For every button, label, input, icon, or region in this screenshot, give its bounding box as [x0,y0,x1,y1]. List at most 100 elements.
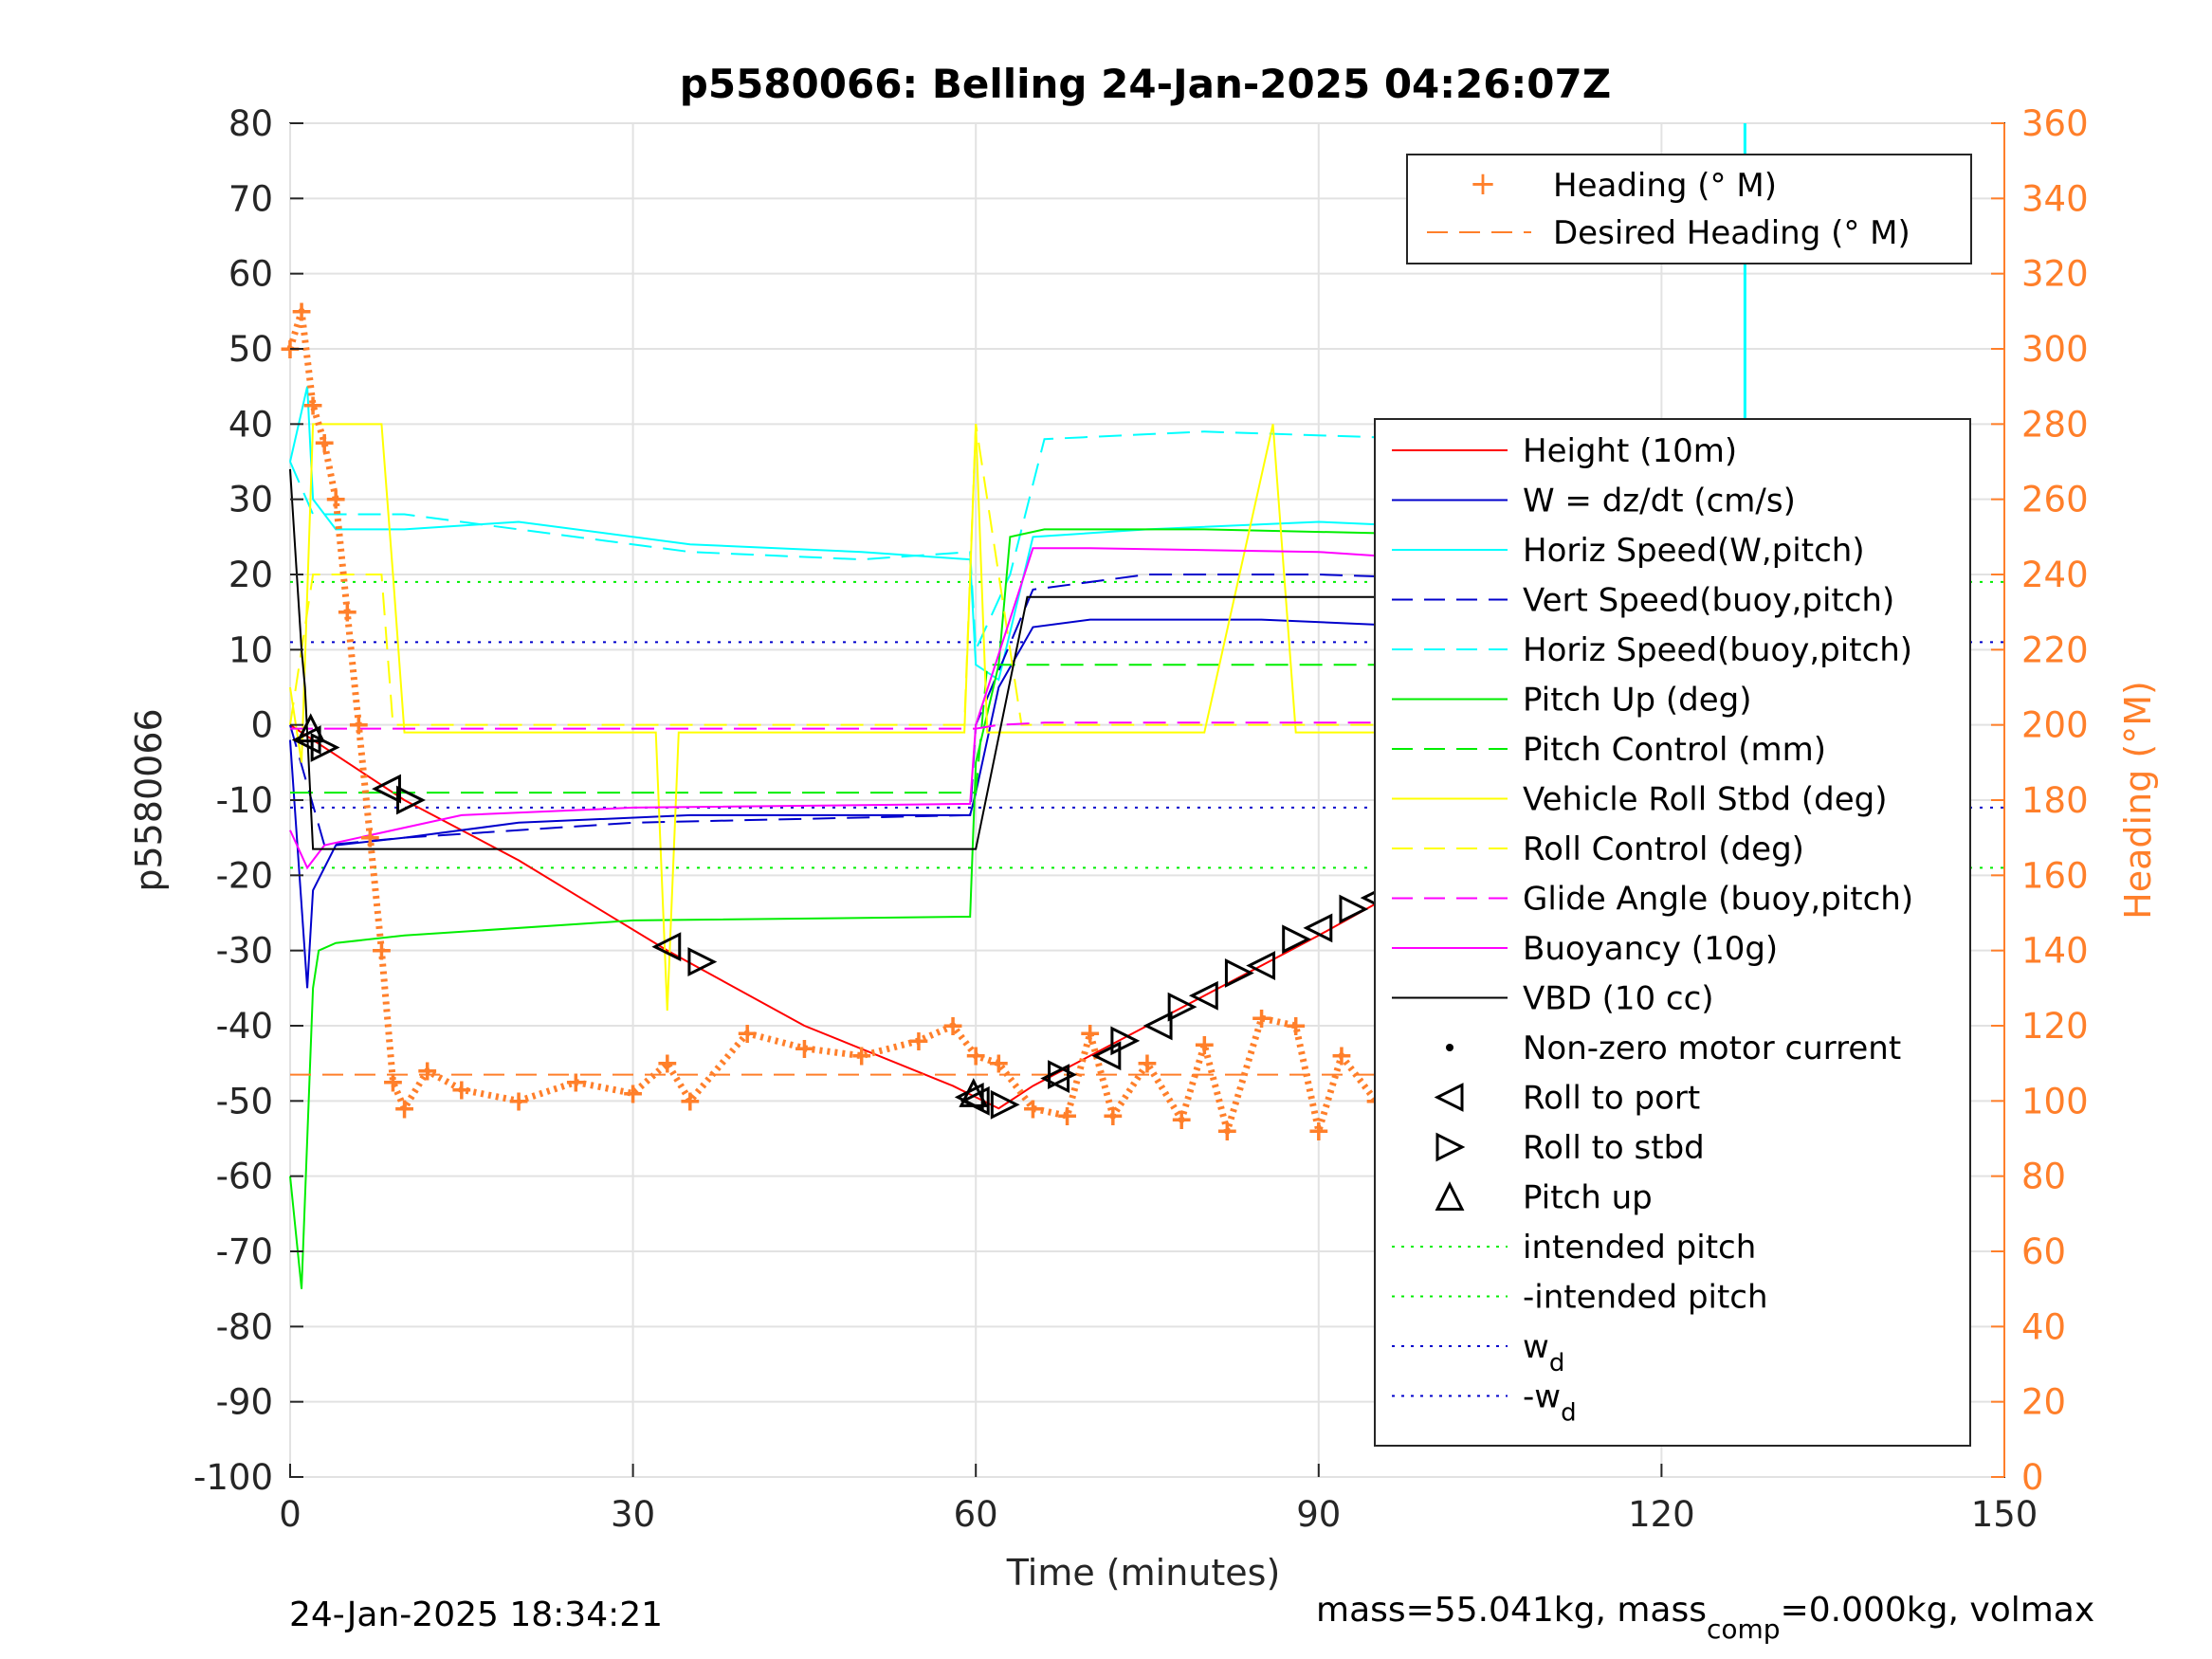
legend-label: Pitch Control (mm) [1523,731,1826,769]
roll-to-port-marker [1188,980,1218,1011]
heading-point: + [793,1032,816,1066]
y-tick-label: 10 [229,629,273,670]
heading-point: + [1307,1115,1330,1148]
y-tick-label: -50 [216,1081,273,1121]
roll-to-stbd-marker [1110,1026,1141,1056]
legend-label: Roll to port [1523,1080,1700,1118]
y-tick-label: 80 [229,103,273,144]
heading-point: + [906,1025,930,1058]
footer-mass-sub: comp [1707,1613,1781,1645]
x-tick-label: 60 [954,1494,998,1535]
y-axis-left: 80 70 60 50 40 30 20 10 0 -10 -20 -30 -40 -50 -60 -70 -8… [193,103,303,1498]
y-tick-label: -40 [216,1006,273,1047]
y-tick-label: -30 [216,931,273,972]
roll-to-port-marker [1143,1011,1173,1041]
pitch-up-marker [959,1078,989,1107]
y-right-tick-label: 80 [2021,1157,2066,1197]
legend-label: Horiz Speed(buoy,pitch) [1523,631,1912,669]
roll-to-stbd-marker [1339,894,1369,924]
y-tick-label: 50 [229,329,273,370]
legend-label: -intended pitch [1523,1279,1768,1317]
heading-point: + [564,1066,588,1100]
heading-point: + [302,390,325,423]
roll-to-port-marker [1091,1041,1122,1071]
y-right-tick-label: 0 [2021,1457,2044,1498]
y-axis-label: p5580066 [128,708,170,891]
legend-label: Non-zero motor current [1523,1030,1901,1067]
roll-to-stbd-marker [990,1089,1020,1120]
y-right-tick-label: 60 [2021,1231,2066,1272]
y-tick-label: -90 [216,1382,273,1423]
x-tick-label: 30 [611,1494,655,1535]
roll-to-stbd-marker [1048,1060,1077,1089]
x-tick-label: 90 [1296,1494,1341,1535]
x-tick-label: 120 [1628,1494,1695,1535]
legend-label: Height (10m) [1523,432,1737,470]
heading-point: + [336,596,359,629]
heading-point: + [655,1048,679,1081]
y-right-tick-label: 340 [2021,178,2089,219]
heading-point: + [324,483,348,517]
series-line [290,664,1719,794]
y-axis-right-label: Heading (°M) [2117,681,2159,920]
heading-point: + [370,935,393,968]
heading-point: + [964,1040,988,1073]
legend-swatch [1435,1181,1465,1211]
heading-point: + [736,1017,759,1050]
legend-heading-box [1406,154,1972,264]
x-axis-label: Time (minutes) [1006,1552,1281,1594]
y-right-tick-label: 120 [2021,1006,2089,1047]
heading-point: + [1193,1029,1216,1062]
legend-label: Roll Control (deg) [1523,830,1804,868]
y-tick-label: 40 [229,404,273,445]
heading-point: + [449,1073,473,1106]
y-right-tick-label: 160 [2021,855,2089,896]
roll-to-stbd-marker [1282,924,1312,955]
y-right-tick-label: 220 [2021,629,2089,670]
heading-point: + [1170,1103,1194,1137]
legend-label: Horiz Speed(W,pitch) [1523,532,1865,570]
y-tick-label: 30 [229,480,273,520]
legend-label: Pitch Up (deg) [1523,682,1751,720]
y-right-tick-label: 180 [2021,780,2089,821]
chart-title: p5580066: Belling 24-Jan-2025 04:26:07Z [680,61,1611,107]
y-tick-label: -60 [216,1157,273,1197]
y-right-tick-label: 280 [2021,404,2089,445]
reference-lines [290,580,2004,869]
legend-main-box [1374,418,1971,1447]
heading-point: + [358,822,382,855]
y-right-tick-label: 40 [2021,1306,2066,1347]
x-tick-label: 0 [279,1494,302,1535]
legend-label: Vert Speed(buoy,pitch) [1523,582,1894,620]
y-right-tick-label: 20 [2021,1382,2066,1423]
legend-heading-marker: + [1470,165,1497,203]
x-axis: 0 30 60 90 120 150 [279,1464,2038,1535]
series-line [289,430,1662,650]
roll-to-stbd-marker [1167,992,1197,1022]
footer-mass-prefix: mass=55.041kg, mass [1316,1591,1707,1630]
y-right-tick-label: 260 [2021,480,2089,520]
legend-label: W = dz/dt (cm/s) [1523,483,1796,520]
legend-desired-heading-label: Desired Heading (° M) [1553,214,1910,252]
y-axis-right: 3603403203002802602402202001801601401201… [1991,103,2089,1498]
y-tick-label: 20 [229,555,273,595]
heading-point: + [1021,1092,1045,1125]
heading-point: + [1250,1002,1273,1035]
roll-to-stbd-marker [1224,958,1254,988]
legend-label: Glide Angle (buoy,pitch) [1523,881,1913,919]
legend-swatch [1446,1044,1453,1051]
footer-timestamp: 24-Jan-2025 18:34:21 [289,1595,663,1634]
y-right-tick-label: 100 [2021,1081,2089,1121]
y-right-tick-label: 240 [2021,555,2089,595]
legend-label: Pitch up [1523,1179,1653,1217]
legend-swatch [1434,1083,1464,1112]
y-right-tick-label: 300 [2021,329,2089,370]
y-tick-label: -80 [216,1306,273,1347]
y-tick-label: -20 [216,855,273,896]
legend-label: Roll to stbd [1523,1129,1705,1167]
heading-point: + [1284,1010,1307,1043]
roll-to-port-marker [1246,951,1276,980]
series-line [290,721,1730,730]
heading-point: + [1078,1017,1102,1050]
